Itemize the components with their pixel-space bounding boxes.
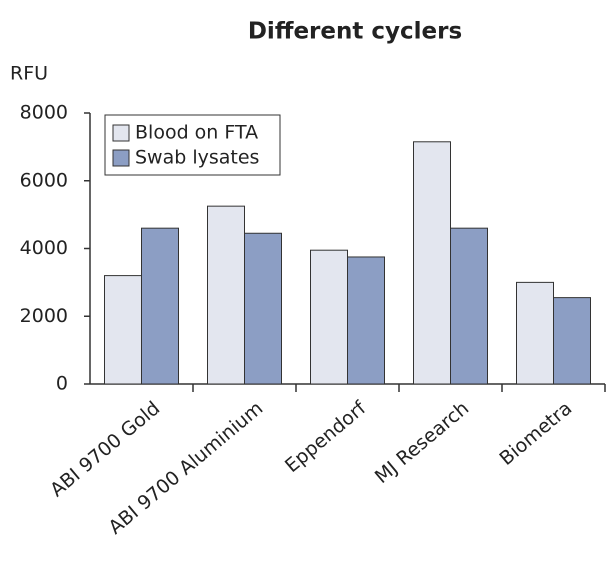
legend-swatch xyxy=(112,124,130,142)
x-tick-label: MJ Research xyxy=(371,397,473,488)
bar xyxy=(553,297,591,385)
y-tick-label: 0 xyxy=(56,373,68,395)
bar xyxy=(347,256,385,385)
x-tick-label: Biometra xyxy=(495,397,576,470)
chart-title: Different cyclers xyxy=(248,19,462,45)
y-tick-label: 6000 xyxy=(20,169,68,191)
bar xyxy=(104,275,142,385)
bar xyxy=(141,227,179,385)
legend-label: Swab lysates xyxy=(135,147,259,169)
y-axis-label: RFU xyxy=(10,63,48,85)
legend-box xyxy=(104,114,281,176)
bar xyxy=(516,281,554,385)
y-tick-label: 2000 xyxy=(20,305,68,327)
bar xyxy=(207,205,245,385)
bar xyxy=(244,232,282,385)
legend-swatch xyxy=(112,149,130,167)
bar xyxy=(413,141,451,385)
bar xyxy=(450,227,488,385)
y-tick-label: 4000 xyxy=(20,237,68,259)
legend-label: Blood on FTA xyxy=(135,122,258,144)
bar xyxy=(310,249,348,385)
y-tick-label: 8000 xyxy=(20,102,68,124)
x-tick-label: Eppendorf xyxy=(281,396,371,477)
